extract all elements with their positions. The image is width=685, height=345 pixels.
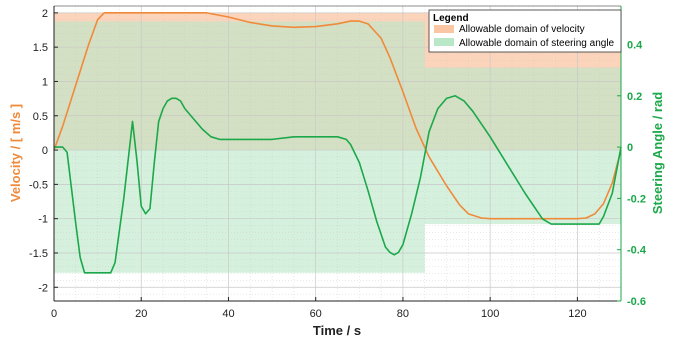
y-left-tick-label: 0.5 [33,111,48,123]
steering-band-1 [425,68,621,224]
y-left-tick-label: -2 [38,282,48,294]
legend-entry-velocity: Allowable domain of velocity [459,24,585,35]
y-axis-left-title: Velocity / [ m/s ] [8,104,23,202]
legend-swatch-steering [434,38,454,46]
x-tick-label: 80 [397,308,409,320]
x-tick-label: 20 [135,308,147,320]
y-left-tick-label: 1.5 [33,42,48,54]
y-left-tick-label: -0.5 [29,179,48,191]
legend-title: Legend [433,13,469,24]
legend-entry-steering: Allowable domain of steering angle [459,38,615,49]
x-tick-label: 100 [481,308,499,320]
y-axis-right-title: Steering Angle / rad [650,92,665,214]
y-left-tick-label: -1.5 [29,248,48,260]
x-tick-label: 0 [51,308,57,320]
y-right-tick-label: -0.4 [627,245,647,257]
x-axis-title: Time / s [313,323,361,338]
y-left-tick-label: 0 [42,145,48,157]
y-right-tick-label: 0 [627,142,633,154]
y-left-tick-label: 1 [42,76,48,88]
y-right-tick-label: 0.2 [627,91,642,103]
steering-band-0 [54,21,425,272]
x-tick-label: 60 [310,308,322,320]
legend: Legend Allowable domain of velocity Allo… [429,10,621,52]
y-right-tick-label: -0.6 [627,296,646,308]
y-left-tick-label: 2 [42,8,48,20]
legend-swatch-velocity [434,25,454,33]
x-tick-label: 40 [222,308,234,320]
y-right-tick-label: -0.2 [627,193,646,205]
y-left-tick-label: -1 [38,214,48,226]
x-tick-label: 120 [568,308,586,320]
y-right-tick-label: 0.4 [627,39,643,51]
